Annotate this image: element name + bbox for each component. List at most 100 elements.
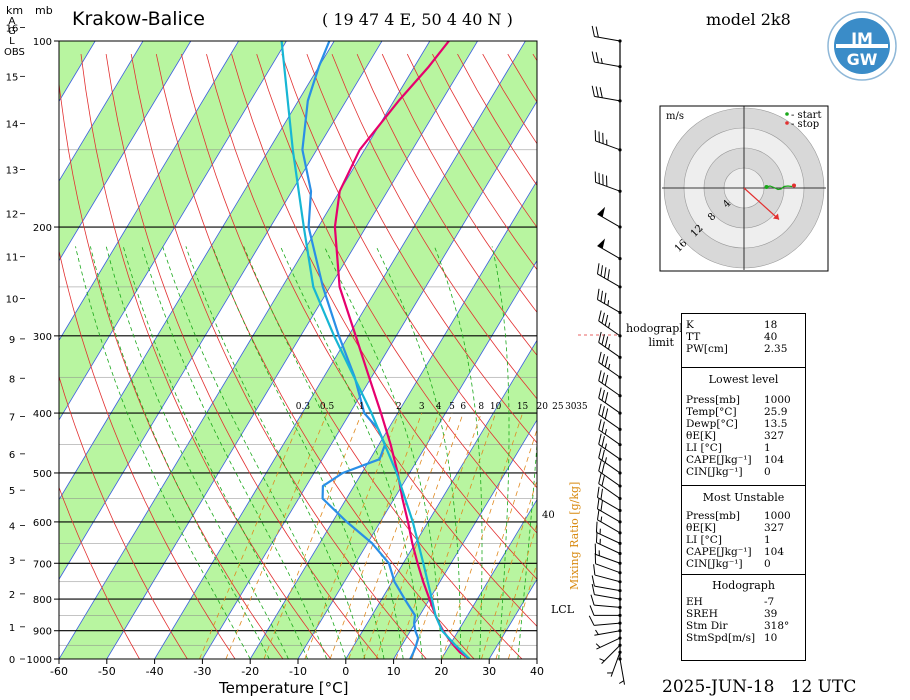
- pressure-label: 1000: [27, 655, 52, 666]
- index-value: 40: [764, 331, 778, 343]
- index-value: 104: [764, 454, 785, 466]
- barb-full: [598, 351, 602, 363]
- wind-level-dot: [618, 39, 622, 43]
- storm-motion-arrowhead: [773, 213, 779, 220]
- height-label: 12: [6, 210, 19, 221]
- km-heading: km: [6, 4, 24, 17]
- index-label: Press[mb]: [686, 510, 740, 522]
- wind-level-dot: [618, 621, 622, 625]
- wind-barb: [598, 370, 621, 397]
- dry-adiabat: [381, 53, 537, 313]
- barb-shaft: [595, 181, 621, 192]
- mixing-ratio-label: 25: [552, 402, 564, 412]
- dry-adiabat: [130, 54, 427, 659]
- barb-full: [601, 389, 605, 401]
- barb-half: [607, 300, 610, 306]
- barb-full: [598, 447, 602, 459]
- barb-shaft: [601, 644, 621, 664]
- index-value: 2.35: [764, 343, 788, 355]
- barb-full: [598, 310, 602, 322]
- barb-shaft: [596, 531, 621, 544]
- barb-full: [598, 419, 602, 430]
- grid-lines: [59, 41, 537, 659]
- barb-half: [600, 516, 603, 522]
- start-marker: [785, 112, 789, 116]
- height-label: 4: [9, 522, 15, 533]
- mixing-ratio-line: [441, 412, 523, 659]
- moist-adiabat: [122, 246, 308, 659]
- wind-barb: [595, 531, 621, 554]
- index-label: LI [°C]: [686, 442, 722, 454]
- dry-adiabat: [59, 486, 141, 659]
- temp-tick-label: -10: [289, 665, 307, 678]
- barb-full: [601, 354, 605, 365]
- barb-full: [600, 500, 603, 511]
- wind-barb: [598, 447, 621, 474]
- wind-level-dot: [618, 580, 622, 584]
- wind-barb: [598, 403, 621, 430]
- wind-barb: [591, 85, 621, 102]
- wind-barb: [595, 521, 621, 544]
- index-label: Stm Dir: [686, 620, 728, 632]
- pressure-label: 600: [33, 518, 52, 529]
- wind-barb: [593, 564, 621, 583]
- index-label: LI [°C]: [686, 534, 722, 546]
- index-label: CIN[Jkg⁻¹]: [686, 558, 743, 570]
- isotherm-line: [202, 100, 537, 659]
- hodograph-unit: m/s: [666, 111, 684, 122]
- barb-full: [589, 605, 595, 616]
- height-label: 6: [9, 450, 15, 461]
- mixing-ratio-line: [363, 412, 453, 659]
- barb-shaft: [598, 414, 621, 430]
- barb-full: [601, 421, 605, 433]
- barb-full: [591, 583, 595, 595]
- moist-adiabat: [185, 246, 366, 659]
- wind-barb: [596, 263, 621, 288]
- barb-full: [598, 331, 602, 343]
- mixing-ratio-line: [395, 412, 482, 659]
- wind-barb: [598, 351, 621, 378]
- barb-full: [602, 132, 604, 144]
- temp-tick-label: 0: [342, 665, 349, 678]
- mixing-ratio-label: 10: [490, 402, 502, 412]
- barb-full: [604, 374, 609, 386]
- barb-shaft: [594, 594, 621, 600]
- barb-shaft: [594, 35, 621, 42]
- height-label: 5: [9, 486, 15, 497]
- height-label: 7: [9, 413, 15, 424]
- index-label: SREH: [686, 608, 718, 620]
- barb-full: [595, 521, 598, 533]
- wind-level-dot: [618, 588, 622, 593]
- barb-full: [596, 509, 600, 520]
- barb-full: [596, 486, 600, 498]
- logo-text: IM: [851, 29, 873, 48]
- indices-panel: K 18 TT 40 PW[cm] 2.35 Lowest level Press[mb]…: [681, 313, 806, 661]
- mixing-ratio-line: [304, 412, 400, 659]
- profile-series-2: [280, 41, 471, 659]
- agl-heading: A G L: [8, 17, 16, 47]
- index-label: Temp[°C]: [686, 406, 737, 418]
- moist-adiabat: [141, 246, 328, 659]
- index-value: 1: [764, 534, 771, 546]
- wind-level-dot: [618, 657, 622, 661]
- barb-full: [598, 433, 602, 445]
- barb-half: [595, 629, 599, 635]
- wind-level-dot: [618, 64, 622, 69]
- moist-adiabat: [243, 246, 404, 659]
- index-label: TT: [686, 331, 701, 343]
- index-value: 39: [764, 608, 778, 620]
- index-value: 1: [764, 442, 771, 454]
- wind-barb: [591, 575, 621, 592]
- barb-shaft: [594, 585, 621, 592]
- barb-full: [594, 130, 597, 141]
- temp-band: [59, 41, 478, 659]
- moist-adiabat: [280, 246, 423, 659]
- pressure-label: 900: [33, 627, 52, 638]
- barb-half: [600, 58, 603, 64]
- barb-shaft: [598, 443, 621, 460]
- mb-heading: mb: [35, 4, 53, 17]
- barb-full: [601, 406, 605, 417]
- barb-full: [594, 543, 597, 555]
- isotherm-line: [345, 339, 537, 659]
